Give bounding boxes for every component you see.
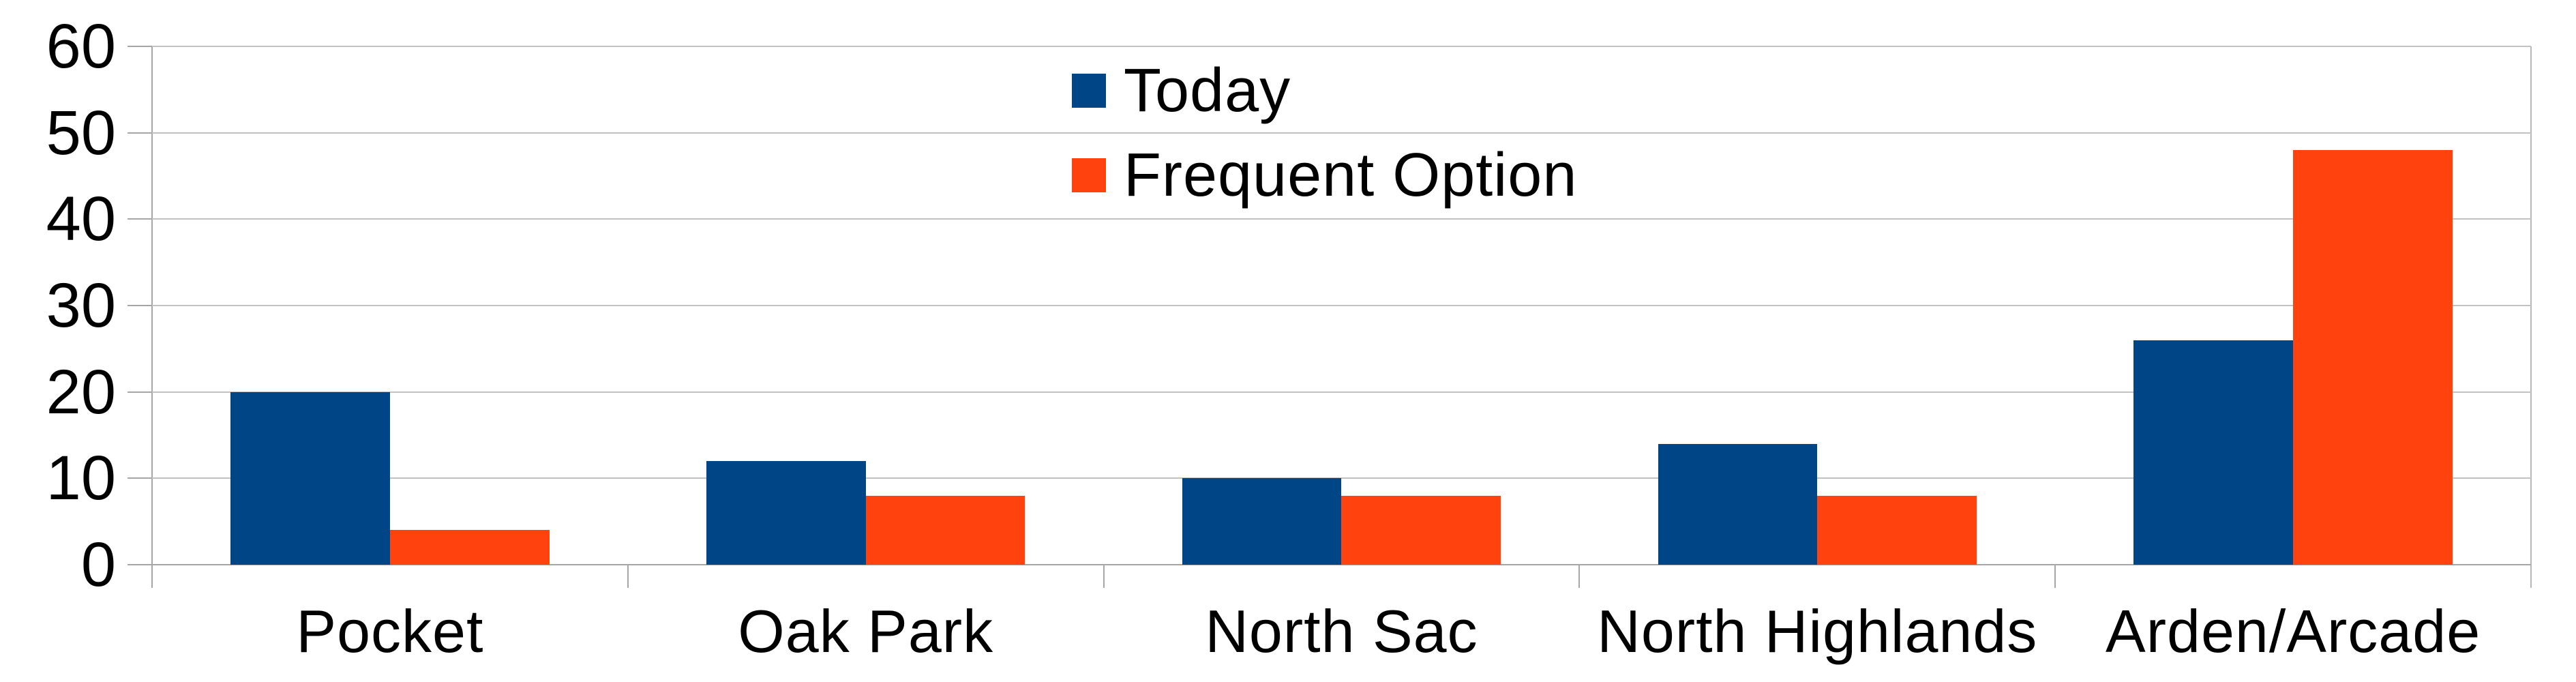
- bar: [2133, 340, 2294, 565]
- gridline: [152, 305, 2531, 306]
- gridline: [152, 218, 2531, 220]
- y-tick: [128, 218, 152, 220]
- y-tick: [128, 305, 152, 306]
- category-boundary-tick: [1103, 565, 1105, 588]
- bar: [1658, 443, 1818, 565]
- y-tick: [128, 391, 152, 393]
- bar: [706, 461, 866, 565]
- bar: [1182, 478, 1342, 565]
- legend-swatch-frequent-option: [1072, 158, 1106, 192]
- category-boundary-tick: [627, 565, 629, 588]
- category-slot: North Highlands: [1579, 46, 2055, 662]
- y-axis-line: [151, 46, 153, 588]
- y-tick-label: 60: [46, 12, 116, 81]
- bar: [865, 495, 1025, 565]
- bar: [389, 530, 550, 565]
- y-tick-label: 0: [80, 530, 116, 599]
- gridline: [152, 477, 2531, 479]
- category-label: Arden/Arcade: [2106, 597, 2481, 665]
- category-label: North Sac: [1205, 597, 1478, 665]
- gridline: [152, 564, 2531, 565]
- bar: [230, 391, 390, 565]
- category-label: Oak Park: [738, 597, 994, 665]
- gridline: [152, 132, 2531, 134]
- legend-item-frequent-option: Frequent Option: [1072, 145, 1577, 206]
- category-slot: Arden/Arcade: [2055, 46, 2531, 662]
- category-boundary-tick: [2054, 565, 2056, 588]
- y-tick: [128, 46, 152, 47]
- y-tick-label: 20: [46, 357, 116, 427]
- legend-label-today: Today: [1124, 57, 1291, 125]
- category-label: North Highlands: [1597, 597, 2038, 665]
- category-label: Pocket: [296, 597, 484, 665]
- y-tick: [128, 564, 152, 565]
- y-tick-label: 50: [46, 98, 116, 168]
- y-tick-label: 10: [46, 443, 116, 514]
- plot-area: Pocket Oak Park North Sac North Highlands Ar…: [128, 46, 2532, 662]
- bar: [1817, 495, 1977, 565]
- gridline: [152, 46, 2531, 47]
- y-tick: [128, 132, 152, 134]
- legend-swatch-today: [1072, 74, 1106, 108]
- plot-right-border: [2530, 46, 2532, 588]
- category-boundary-tick: [1578, 565, 1581, 588]
- category-slot: Pocket: [152, 46, 628, 662]
- category-slot: North Sac: [1104, 46, 1580, 662]
- bar: [1341, 495, 1501, 565]
- bar: [2293, 150, 2453, 565]
- legend-item-today: Today: [1072, 60, 1291, 121]
- y-axis-labels: 0 10 20 30 40 50 60: [0, 15, 116, 596]
- gridline: [152, 391, 2531, 393]
- y-tick-label: 40: [46, 184, 116, 254]
- y-tick-label: 30: [46, 271, 116, 340]
- y-tick: [128, 477, 152, 479]
- category-slot: Oak Park: [628, 46, 1104, 662]
- legend-label-frequent-option: Frequent Option: [1124, 141, 1578, 209]
